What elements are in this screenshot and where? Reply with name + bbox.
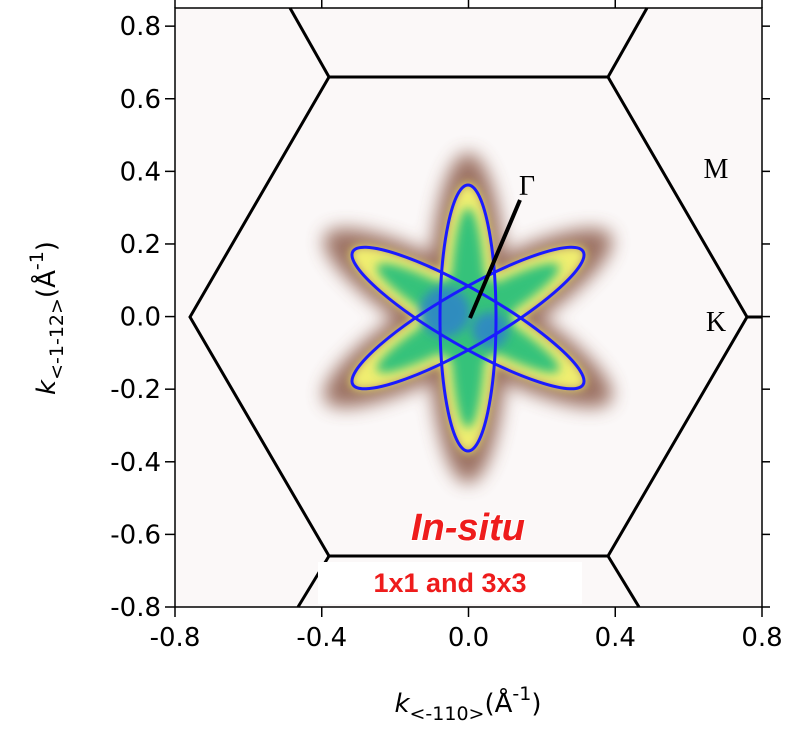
y-tick-label: 0.6 xyxy=(120,85,161,115)
x-tick-label: -0.8 xyxy=(150,623,201,653)
y-axis-label: k<-1-12>(Å-1) xyxy=(26,241,68,395)
method-label: In-situ xyxy=(411,507,525,549)
y-tick-label: 0.8 xyxy=(120,12,161,42)
x-tick-label: 0.0 xyxy=(448,623,489,653)
x-axis-label: k<-110>(Å-1) xyxy=(394,683,541,725)
x-tick-label: -0.4 xyxy=(296,623,347,653)
m-label: M xyxy=(704,154,729,185)
y-tick-label: -0.6 xyxy=(110,520,161,550)
y-label-unit: (Å xyxy=(30,270,62,298)
y-label-symbol: k xyxy=(32,379,62,395)
y-tick-label: -0.2 xyxy=(110,375,161,405)
y-tick-label: -0.4 xyxy=(110,448,161,478)
k-label: K xyxy=(706,307,726,338)
y-tick-label: -0.8 xyxy=(110,593,161,623)
x-label-close: ) xyxy=(531,689,541,719)
x-label-subscript: <-110> xyxy=(410,703,485,725)
intensity-map xyxy=(323,153,613,483)
brillouin-zone xyxy=(188,7,762,608)
y-tick-label: 0.4 xyxy=(120,157,161,187)
x-tick-label: 0.4 xyxy=(595,623,636,653)
structures-label: 1x1 and 3x3 xyxy=(373,568,526,598)
x-tick-label: 0.8 xyxy=(741,623,782,653)
label-box xyxy=(318,562,582,604)
y-tick-label: 0.0 xyxy=(120,303,161,333)
gamma-pointer xyxy=(468,199,522,319)
x-label-unit: (Å xyxy=(484,687,512,719)
y-label-close: ) xyxy=(32,241,62,251)
y-label-superscript: -1 xyxy=(26,251,48,270)
y-label-subscript: <-1-12> xyxy=(46,298,68,380)
y-tick-label: 0.2 xyxy=(120,230,161,260)
x-label-superscript: -1 xyxy=(512,683,531,705)
gamma-label: Γ xyxy=(519,171,535,202)
x-label-symbol: k xyxy=(394,689,410,719)
